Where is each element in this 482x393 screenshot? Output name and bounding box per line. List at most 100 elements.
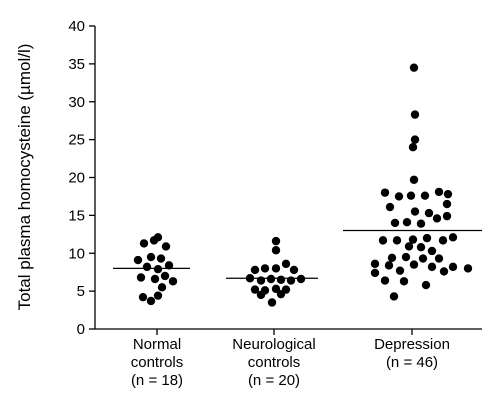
- data-point: [401, 252, 411, 262]
- y-tick-label: 10: [68, 245, 85, 262]
- y-tick-label: 35: [68, 56, 85, 73]
- data-point: [416, 219, 426, 228]
- data-point: [276, 275, 286, 284]
- y-tick-label: 25: [68, 132, 85, 149]
- data-point: [434, 254, 444, 263]
- data-point: [136, 273, 146, 282]
- data-point: [260, 264, 270, 273]
- data-point: [392, 236, 402, 245]
- data-point: [421, 280, 431, 290]
- category-label: Normal: [133, 336, 181, 353]
- category-label: (n = 18): [131, 372, 183, 389]
- data-point: [389, 292, 399, 301]
- x-axis: [95, 328, 482, 335]
- y-tick-label: 5: [77, 283, 85, 300]
- data-point: [370, 268, 380, 278]
- data-point: [406, 191, 416, 200]
- data-point: [286, 276, 296, 285]
- data-point: [385, 202, 395, 212]
- data-point: [150, 274, 160, 284]
- category-label: (n = 20): [248, 372, 300, 389]
- data-point: [378, 236, 388, 245]
- data-point: [395, 266, 405, 275]
- mean-lines: [113, 229, 482, 279]
- data-point: [404, 242, 414, 251]
- data-point: [448, 233, 458, 242]
- data-point: [168, 277, 178, 286]
- data-point: [146, 252, 156, 262]
- data-point: [256, 276, 266, 285]
- data-point: [271, 236, 281, 246]
- data-point: [271, 246, 281, 255]
- data-point: [153, 264, 163, 274]
- data-point: [427, 246, 437, 256]
- y-axis-title: Total plasma homocysteine (µmol/l): [15, 44, 34, 311]
- data-point: [409, 63, 419, 72]
- data-point: [432, 214, 442, 223]
- data-point: [267, 298, 277, 307]
- data-point: [463, 264, 473, 273]
- data-point: [448, 262, 458, 272]
- y-axis: 0 5 10 15 20 25 30 35 40: [68, 18, 96, 338]
- data-point: [250, 265, 260, 275]
- data-point: [422, 233, 432, 243]
- data-point: [438, 236, 448, 245]
- data-point: [281, 259, 291, 269]
- data-point: [408, 143, 418, 152]
- data-point: [402, 217, 412, 227]
- data-point: [138, 292, 148, 302]
- data-point: [276, 289, 286, 299]
- data-point: [370, 259, 380, 269]
- data-point: [420, 191, 430, 200]
- data-point: [410, 135, 420, 144]
- data-point: [296, 274, 306, 284]
- data-point: [410, 110, 420, 119]
- data-point: [442, 211, 452, 221]
- data-points: [133, 63, 473, 307]
- y-tick-label: 0: [77, 321, 85, 338]
- y-tick-label: 20: [68, 170, 85, 187]
- y-tick-label: 15: [68, 207, 85, 224]
- data-point: [410, 207, 420, 216]
- data-point: [160, 271, 170, 281]
- data-point: [153, 233, 163, 242]
- data-point: [399, 277, 409, 286]
- data-point: [161, 242, 171, 251]
- data-point: [139, 239, 149, 248]
- data-point: [424, 208, 434, 218]
- category-label: controls: [248, 354, 301, 371]
- category-label: Depression: [374, 336, 450, 353]
- data-point: [418, 254, 428, 263]
- data-point: [157, 283, 167, 292]
- data-point: [250, 285, 260, 294]
- data-point: [408, 235, 418, 244]
- category-label: (n = 46): [386, 354, 438, 371]
- data-point: [146, 296, 156, 306]
- data-point: [156, 254, 166, 263]
- data-point: [434, 187, 444, 197]
- data-point: [387, 253, 397, 262]
- data-point: [266, 274, 276, 284]
- data-point: [142, 262, 152, 272]
- data-point: [409, 260, 419, 269]
- data-point: [416, 242, 426, 252]
- data-point: [271, 264, 281, 273]
- data-point: [390, 218, 400, 228]
- data-point: [409, 175, 419, 184]
- data-point: [164, 261, 174, 270]
- data-point: [384, 261, 394, 270]
- data-point: [133, 255, 143, 265]
- data-point: [380, 276, 390, 285]
- data-point: [439, 267, 449, 276]
- data-point: [271, 284, 281, 294]
- y-tick-label: 40: [68, 18, 85, 35]
- data-point: [256, 290, 266, 300]
- data-point: [427, 262, 437, 272]
- data-point: [443, 189, 453, 199]
- data-point: [153, 291, 163, 300]
- data-point: [442, 199, 452, 209]
- data-point: [394, 192, 404, 201]
- data-point: [289, 265, 299, 275]
